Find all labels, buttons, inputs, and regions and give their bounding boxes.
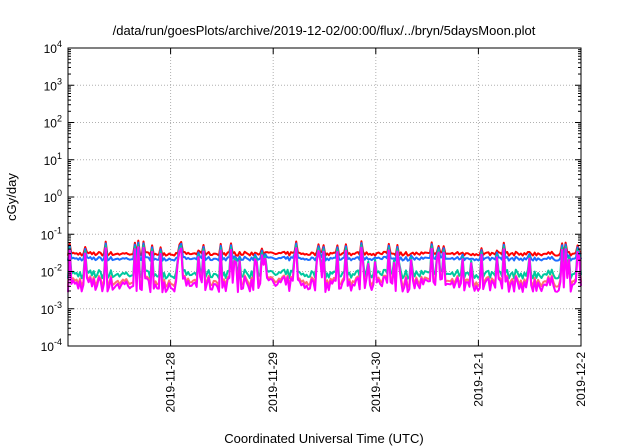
y-tick-label: 101: [44, 151, 62, 168]
x-tick-label: 2019-12-1: [471, 352, 485, 407]
y-tick-label: 10-1: [41, 225, 62, 242]
y-tick-label: 10-2: [41, 263, 62, 280]
y-tick-label: 100: [44, 188, 62, 205]
x-tick-label: 2019-12-2: [574, 352, 588, 407]
x-tick-label: 2019-11-30: [369, 352, 383, 413]
y-tick-label: 104: [44, 39, 62, 56]
x-tick-label: 2019-11-28: [164, 352, 178, 413]
x-axis: 2019-11-28 2019-11-29 2019-11-30 2019-12-1 2…: [164, 48, 588, 413]
y-tick-label: 10-4: [41, 337, 62, 354]
y-tick-label: 103: [44, 76, 62, 93]
y-tick-label: 102: [44, 114, 62, 131]
y-axis: 10-4 10-3 10-2 10-1 100 101 102 103 104: [41, 39, 581, 354]
x-tick-label: 2019-11-29: [266, 352, 280, 413]
series-layer: [67, 239, 582, 294]
y-axis-label: cGy/day: [4, 173, 19, 221]
x-axis-label: Coordinated Universal Time (UTC): [224, 431, 423, 446]
y-tick-label: 10-3: [41, 300, 62, 317]
chart-title: /data/run/goesPlots/archive/2019-12-02/0…: [113, 23, 536, 38]
series-line-5: [67, 246, 582, 294]
